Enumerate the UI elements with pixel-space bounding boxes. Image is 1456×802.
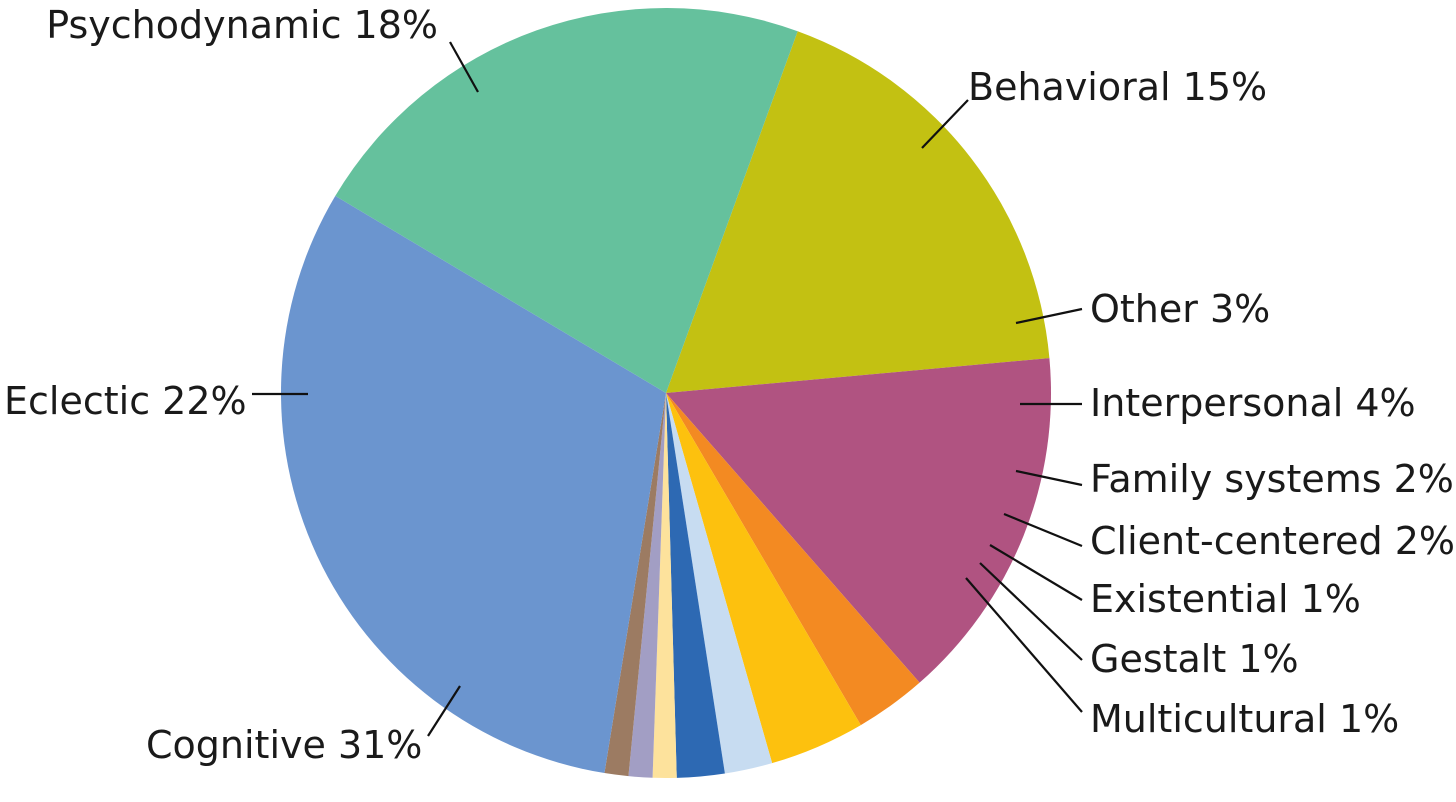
slice-existential [652, 393, 677, 778]
slice-cognitive [280, 195, 666, 774]
label-family-systems: Family systems 2% [1090, 457, 1454, 501]
label-interpersonal: Interpersonal 4% [1090, 381, 1416, 425]
slice-behavioral [666, 358, 1051, 683]
leader-line-gestalt [979, 562, 1083, 661]
label-psychodynamic: Psychodynamic 18% [46, 3, 438, 47]
leader-lines [252, 41, 1083, 737]
slice-other [666, 393, 920, 726]
leader-line-client-centered [1003, 512, 1083, 548]
label-cognitive: Cognitive 31% [146, 723, 422, 767]
slice-family-systems [666, 393, 773, 774]
slice-interpersonal [666, 393, 861, 764]
leader-line-psychodynamic [449, 41, 479, 93]
slice-gestalt [628, 393, 666, 778]
leader-line-other [1015, 307, 1083, 325]
label-behavioral: Behavioral 15% [968, 65, 1267, 109]
leader-line-behavioral [921, 99, 969, 149]
label-other: Other 3% [1090, 287, 1270, 331]
pie-slices [280, 7, 1051, 778]
label-gestalt: Gestalt 1% [1090, 637, 1299, 681]
slice-multicultural [604, 393, 666, 777]
label-multicultural: Multicultural 1% [1090, 697, 1399, 741]
slice-labels: Psychodynamic 18% Behavioral 15% Other 3% I… [4, 3, 1455, 767]
label-eclectic: Eclectic 22% [4, 379, 247, 423]
leader-line-family-systems [1015, 469, 1083, 487]
label-client-centered: Client-centered 2% [1090, 519, 1455, 563]
slice-psychodynamic [666, 31, 1050, 393]
leader-line-cognitive [427, 685, 461, 737]
leader-line-existential [989, 544, 1083, 601]
slice-client-centered [666, 393, 725, 778]
label-existential: Existential 1% [1090, 577, 1361, 621]
slice-eclectic [335, 7, 798, 393]
leader-line-multicultural [965, 577, 1083, 713]
